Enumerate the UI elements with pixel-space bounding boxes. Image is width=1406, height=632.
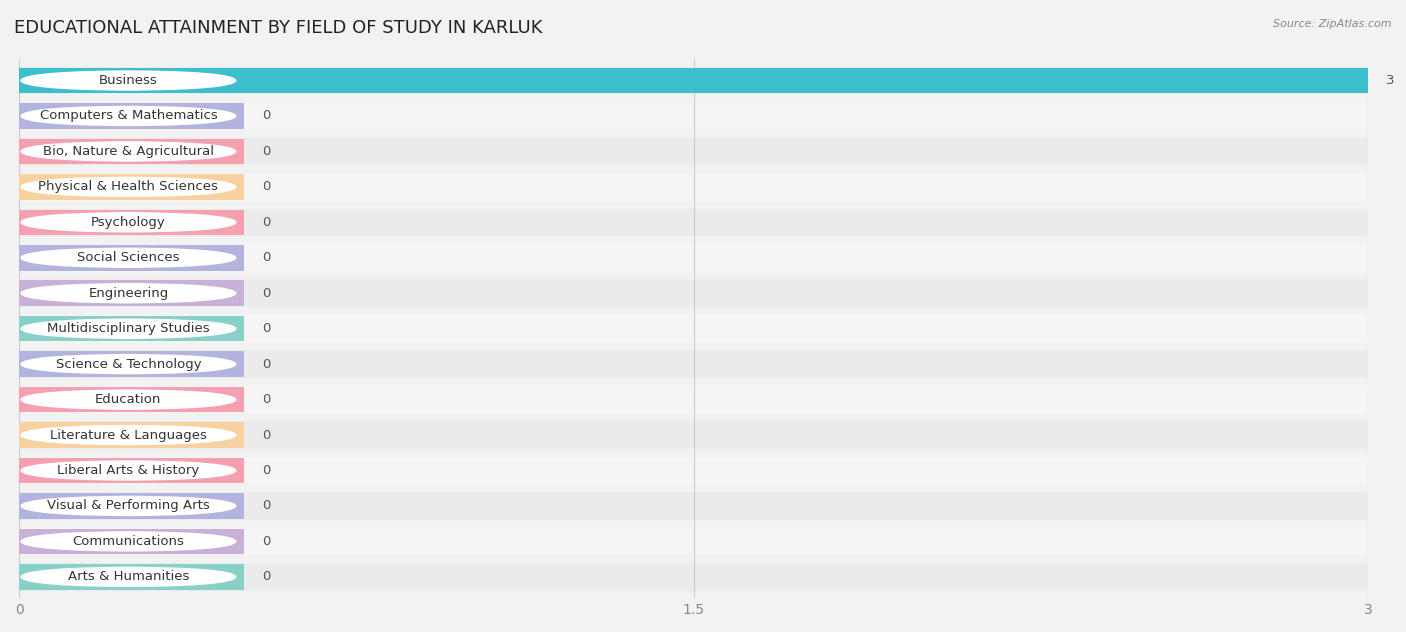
Bar bbox=[20, 210, 245, 235]
FancyBboxPatch shape bbox=[20, 566, 236, 587]
Bar bbox=[20, 67, 1368, 94]
Text: 0: 0 bbox=[262, 145, 270, 158]
FancyBboxPatch shape bbox=[20, 106, 236, 126]
FancyBboxPatch shape bbox=[20, 247, 236, 268]
FancyBboxPatch shape bbox=[20, 389, 236, 410]
Text: 0: 0 bbox=[262, 216, 270, 229]
Text: 3: 3 bbox=[1386, 74, 1395, 87]
Bar bbox=[20, 387, 245, 412]
Bar bbox=[20, 102, 1368, 130]
FancyBboxPatch shape bbox=[20, 460, 236, 481]
Text: 0: 0 bbox=[262, 535, 270, 548]
Bar bbox=[20, 422, 245, 448]
Text: 0: 0 bbox=[262, 322, 270, 335]
Text: Arts & Humanities: Arts & Humanities bbox=[67, 570, 188, 583]
Text: Engineering: Engineering bbox=[89, 287, 169, 300]
Bar bbox=[20, 281, 245, 306]
Text: EDUCATIONAL ATTAINMENT BY FIELD OF STUDY IN KARLUK: EDUCATIONAL ATTAINMENT BY FIELD OF STUDY… bbox=[14, 19, 543, 37]
FancyBboxPatch shape bbox=[20, 283, 236, 304]
Bar bbox=[20, 351, 245, 377]
Text: 0: 0 bbox=[262, 570, 270, 583]
Bar bbox=[20, 316, 245, 341]
Bar bbox=[20, 138, 1368, 165]
Text: Science & Technology: Science & Technology bbox=[56, 358, 201, 370]
Bar bbox=[20, 564, 245, 590]
FancyBboxPatch shape bbox=[20, 425, 236, 446]
Bar bbox=[20, 457, 1368, 484]
Bar bbox=[20, 350, 1368, 378]
FancyBboxPatch shape bbox=[20, 176, 236, 197]
Bar bbox=[20, 103, 245, 129]
Text: 0: 0 bbox=[262, 428, 270, 442]
FancyBboxPatch shape bbox=[20, 354, 236, 375]
Bar bbox=[20, 138, 245, 164]
Text: 0: 0 bbox=[262, 358, 270, 370]
Text: 0: 0 bbox=[262, 252, 270, 264]
Bar bbox=[20, 244, 1368, 272]
Bar bbox=[20, 68, 1368, 94]
Text: Physical & Health Sciences: Physical & Health Sciences bbox=[38, 180, 218, 193]
FancyBboxPatch shape bbox=[20, 141, 236, 162]
Text: Bio, Nature & Agricultural: Bio, Nature & Agricultural bbox=[44, 145, 214, 158]
Bar bbox=[20, 209, 1368, 236]
FancyBboxPatch shape bbox=[20, 212, 236, 233]
Text: Computers & Mathematics: Computers & Mathematics bbox=[39, 109, 218, 123]
Text: 0: 0 bbox=[262, 464, 270, 477]
Bar bbox=[20, 458, 245, 483]
Text: Literature & Languages: Literature & Languages bbox=[51, 428, 207, 442]
Bar bbox=[20, 174, 245, 200]
Text: Liberal Arts & History: Liberal Arts & History bbox=[58, 464, 200, 477]
Bar bbox=[20, 315, 1368, 343]
Text: 0: 0 bbox=[262, 109, 270, 123]
Bar bbox=[20, 492, 1368, 520]
Bar bbox=[20, 173, 1368, 201]
Text: Business: Business bbox=[98, 74, 157, 87]
Text: 0: 0 bbox=[262, 287, 270, 300]
Bar bbox=[20, 245, 245, 270]
Text: Multidisciplinary Studies: Multidisciplinary Studies bbox=[46, 322, 209, 335]
Bar bbox=[20, 493, 245, 519]
FancyBboxPatch shape bbox=[20, 531, 236, 552]
Text: Social Sciences: Social Sciences bbox=[77, 252, 180, 264]
Text: 0: 0 bbox=[262, 180, 270, 193]
Text: Visual & Performing Arts: Visual & Performing Arts bbox=[46, 499, 209, 513]
Text: 0: 0 bbox=[262, 393, 270, 406]
FancyBboxPatch shape bbox=[20, 70, 236, 91]
Bar bbox=[20, 386, 1368, 413]
FancyBboxPatch shape bbox=[20, 495, 236, 516]
Bar bbox=[20, 528, 1368, 556]
Text: Source: ZipAtlas.com: Source: ZipAtlas.com bbox=[1274, 19, 1392, 29]
Bar bbox=[20, 563, 1368, 591]
FancyBboxPatch shape bbox=[20, 319, 236, 339]
Text: 0: 0 bbox=[262, 499, 270, 513]
Bar bbox=[20, 421, 1368, 449]
Bar bbox=[20, 279, 1368, 307]
Text: Communications: Communications bbox=[73, 535, 184, 548]
Text: Psychology: Psychology bbox=[91, 216, 166, 229]
Text: Education: Education bbox=[96, 393, 162, 406]
Bar bbox=[20, 528, 245, 554]
